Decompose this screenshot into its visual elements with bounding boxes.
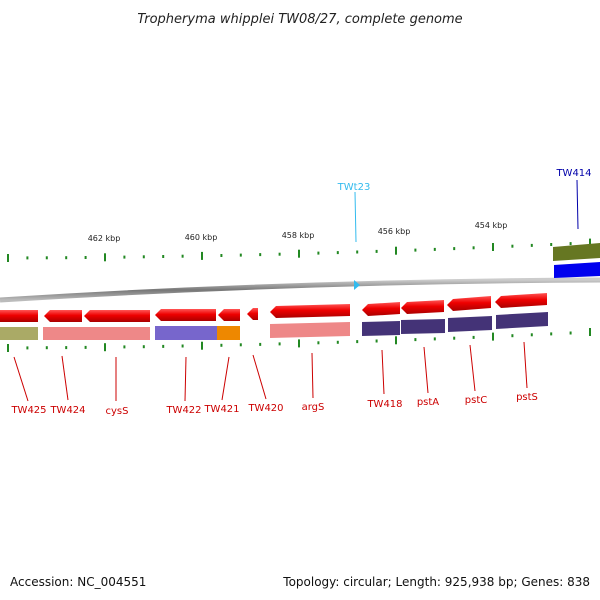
cog-block-tw421 xyxy=(217,326,240,340)
scale-label-460: 460 kbp xyxy=(185,233,218,242)
leader-pstc xyxy=(469,344,476,392)
gene-arrow-tw422[interactable] xyxy=(155,309,216,321)
gene-arrow-tw414[interactable] xyxy=(554,262,600,278)
gene-arrow-tw421[interactable] xyxy=(218,309,240,321)
scale-label-456: 456 kbp xyxy=(378,227,411,236)
label-psts: pstS xyxy=(516,392,538,403)
cog-block-tw424-cyss xyxy=(43,327,150,340)
accession-text: Accession: NC_004551 xyxy=(10,575,146,589)
leader-tw425 xyxy=(13,356,29,402)
gene-arrow-tw418[interactable] xyxy=(362,302,400,316)
leader-psts xyxy=(523,341,528,389)
leader-tw422 xyxy=(184,356,187,402)
label-pstc: pstC xyxy=(465,395,487,406)
label-tw424: TW424 xyxy=(49,405,85,416)
gene-labels: TW425 TW424 cysS TW422 TW421 TW420 argS … xyxy=(10,392,537,417)
label-tw421: TW421 xyxy=(203,404,239,415)
twt23-leader xyxy=(354,191,357,243)
scale-ticks-bottom xyxy=(7,328,591,352)
gene-arrow-psta[interactable] xyxy=(401,300,444,314)
scale-label-454: 454 kbp xyxy=(475,221,508,230)
leader-args xyxy=(311,352,314,399)
label-twt23: TWt23 xyxy=(337,182,371,193)
cog-block-tw425 xyxy=(0,327,38,340)
map-title: Tropheryma whipplei TW08/27, complete ge… xyxy=(137,12,462,27)
tw414-leader xyxy=(576,179,579,230)
cog-block-psts xyxy=(496,312,548,329)
label-cyss: cysS xyxy=(106,406,129,417)
gene-arrow-tw420[interactable] xyxy=(247,308,258,320)
gene-arrow-psts[interactable] xyxy=(495,293,547,308)
cog-block-tw418 xyxy=(362,321,400,336)
trna-marker-twt23[interactable] xyxy=(354,280,360,290)
scale-ticks-top xyxy=(7,238,591,262)
label-args: argS xyxy=(302,402,325,413)
label-tw414: TW414 xyxy=(555,168,591,179)
genome-backbone xyxy=(0,277,600,303)
cog-block-args xyxy=(270,322,350,338)
gene-arrow-args[interactable] xyxy=(270,304,350,318)
cog-block-pstc xyxy=(448,316,492,332)
leader-tw420 xyxy=(252,354,267,400)
label-tw418: TW418 xyxy=(366,399,402,410)
label-tw420: TW420 xyxy=(247,403,283,414)
scale-label-458: 458 kbp xyxy=(282,231,315,240)
topology-summary: Topology: circular; Length: 925,938 bp; … xyxy=(282,575,590,589)
cog-track-olive-dark xyxy=(553,243,600,261)
gene-arrow-tw425[interactable] xyxy=(0,310,38,322)
cog-block-tw422 xyxy=(155,326,217,340)
label-psta: pstA xyxy=(417,397,439,408)
gene-arrow-pstc[interactable] xyxy=(447,296,491,311)
leader-tw424 xyxy=(61,355,69,401)
gene-leaders xyxy=(13,341,528,402)
leader-psta xyxy=(423,346,429,394)
leader-tw421 xyxy=(221,356,230,401)
gene-arrow-cyss[interactable] xyxy=(84,310,150,322)
label-tw425: TW425 xyxy=(10,405,46,416)
gene-arrow-tw424[interactable] xyxy=(44,310,82,322)
leader-tw418 xyxy=(381,349,385,395)
label-tw422: TW422 xyxy=(165,405,201,416)
cog-block-psta xyxy=(401,319,445,334)
scale-label-462: 462 kbp xyxy=(88,234,121,243)
